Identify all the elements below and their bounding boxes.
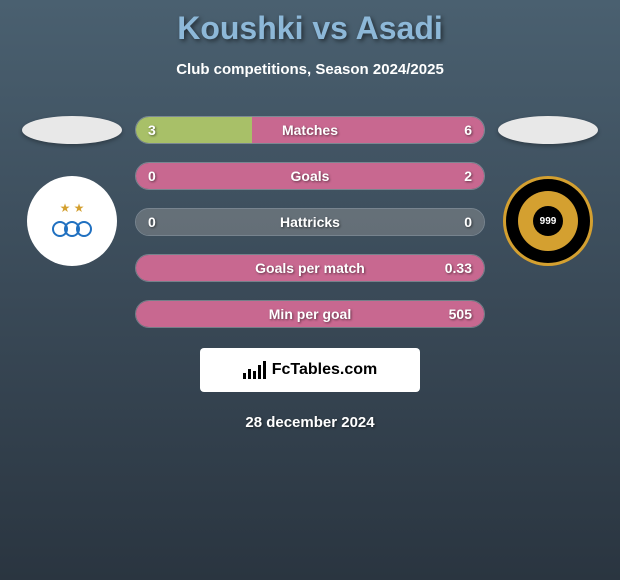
stat-bar: 0 Hattricks 0 [135, 208, 485, 236]
stat-label: Min per goal [269, 306, 351, 322]
left-club-logo: ★ ★ [27, 176, 117, 266]
stat-label: Goals per match [255, 260, 365, 276]
right-club-logo: 999 [503, 176, 593, 266]
stat-value-right: 505 [449, 306, 472, 322]
fctables-branding: FcTables.com [200, 348, 420, 392]
stars-icon: ★ ★ [60, 201, 85, 215]
left-column: ★ ★ [17, 116, 127, 266]
stat-bar: 3 Matches 6 [135, 116, 485, 144]
rings-icon [52, 217, 92, 241]
right-column: 999 [493, 116, 603, 266]
stat-value-left: 3 [148, 122, 156, 138]
player-placeholder-right [498, 116, 598, 144]
stat-value-right: 6 [464, 122, 472, 138]
sepahan-inner-icon: 999 [533, 206, 563, 236]
comparison-subtitle: Club competitions, Season 2024/2025 [0, 61, 620, 78]
stat-label: Goals [291, 168, 330, 184]
sepahan-logo-icon: 999 [518, 191, 578, 251]
comparison-title: Koushki vs Asadi [0, 0, 620, 47]
stat-value-right: 2 [464, 168, 472, 184]
stats-column: 3 Matches 6 0 Goals 2 0 Hattricks 0 Goals per mat… [135, 116, 485, 328]
esteghlal-logo-icon: ★ ★ [37, 186, 107, 256]
stat-value-left: 0 [148, 214, 156, 230]
stat-label: Matches [282, 122, 338, 138]
stat-value-right: 0 [464, 214, 472, 230]
stat-bar: Min per goal 505 [135, 300, 485, 328]
fctables-label: FcTables.com [272, 361, 378, 379]
chart-icon [243, 361, 266, 379]
player-placeholder-left [22, 116, 122, 144]
stat-value-right: 0.33 [445, 260, 472, 276]
stat-label: Hattricks [280, 214, 340, 230]
stat-bar: Goals per match 0.33 [135, 254, 485, 282]
date-label: 28 december 2024 [0, 414, 620, 431]
stat-bar: 0 Goals 2 [135, 162, 485, 190]
stat-value-left: 0 [148, 168, 156, 184]
main-container: ★ ★ 3 Matches 6 0 Goals 2 0 Hattricks 0 Goals per… [0, 116, 620, 328]
